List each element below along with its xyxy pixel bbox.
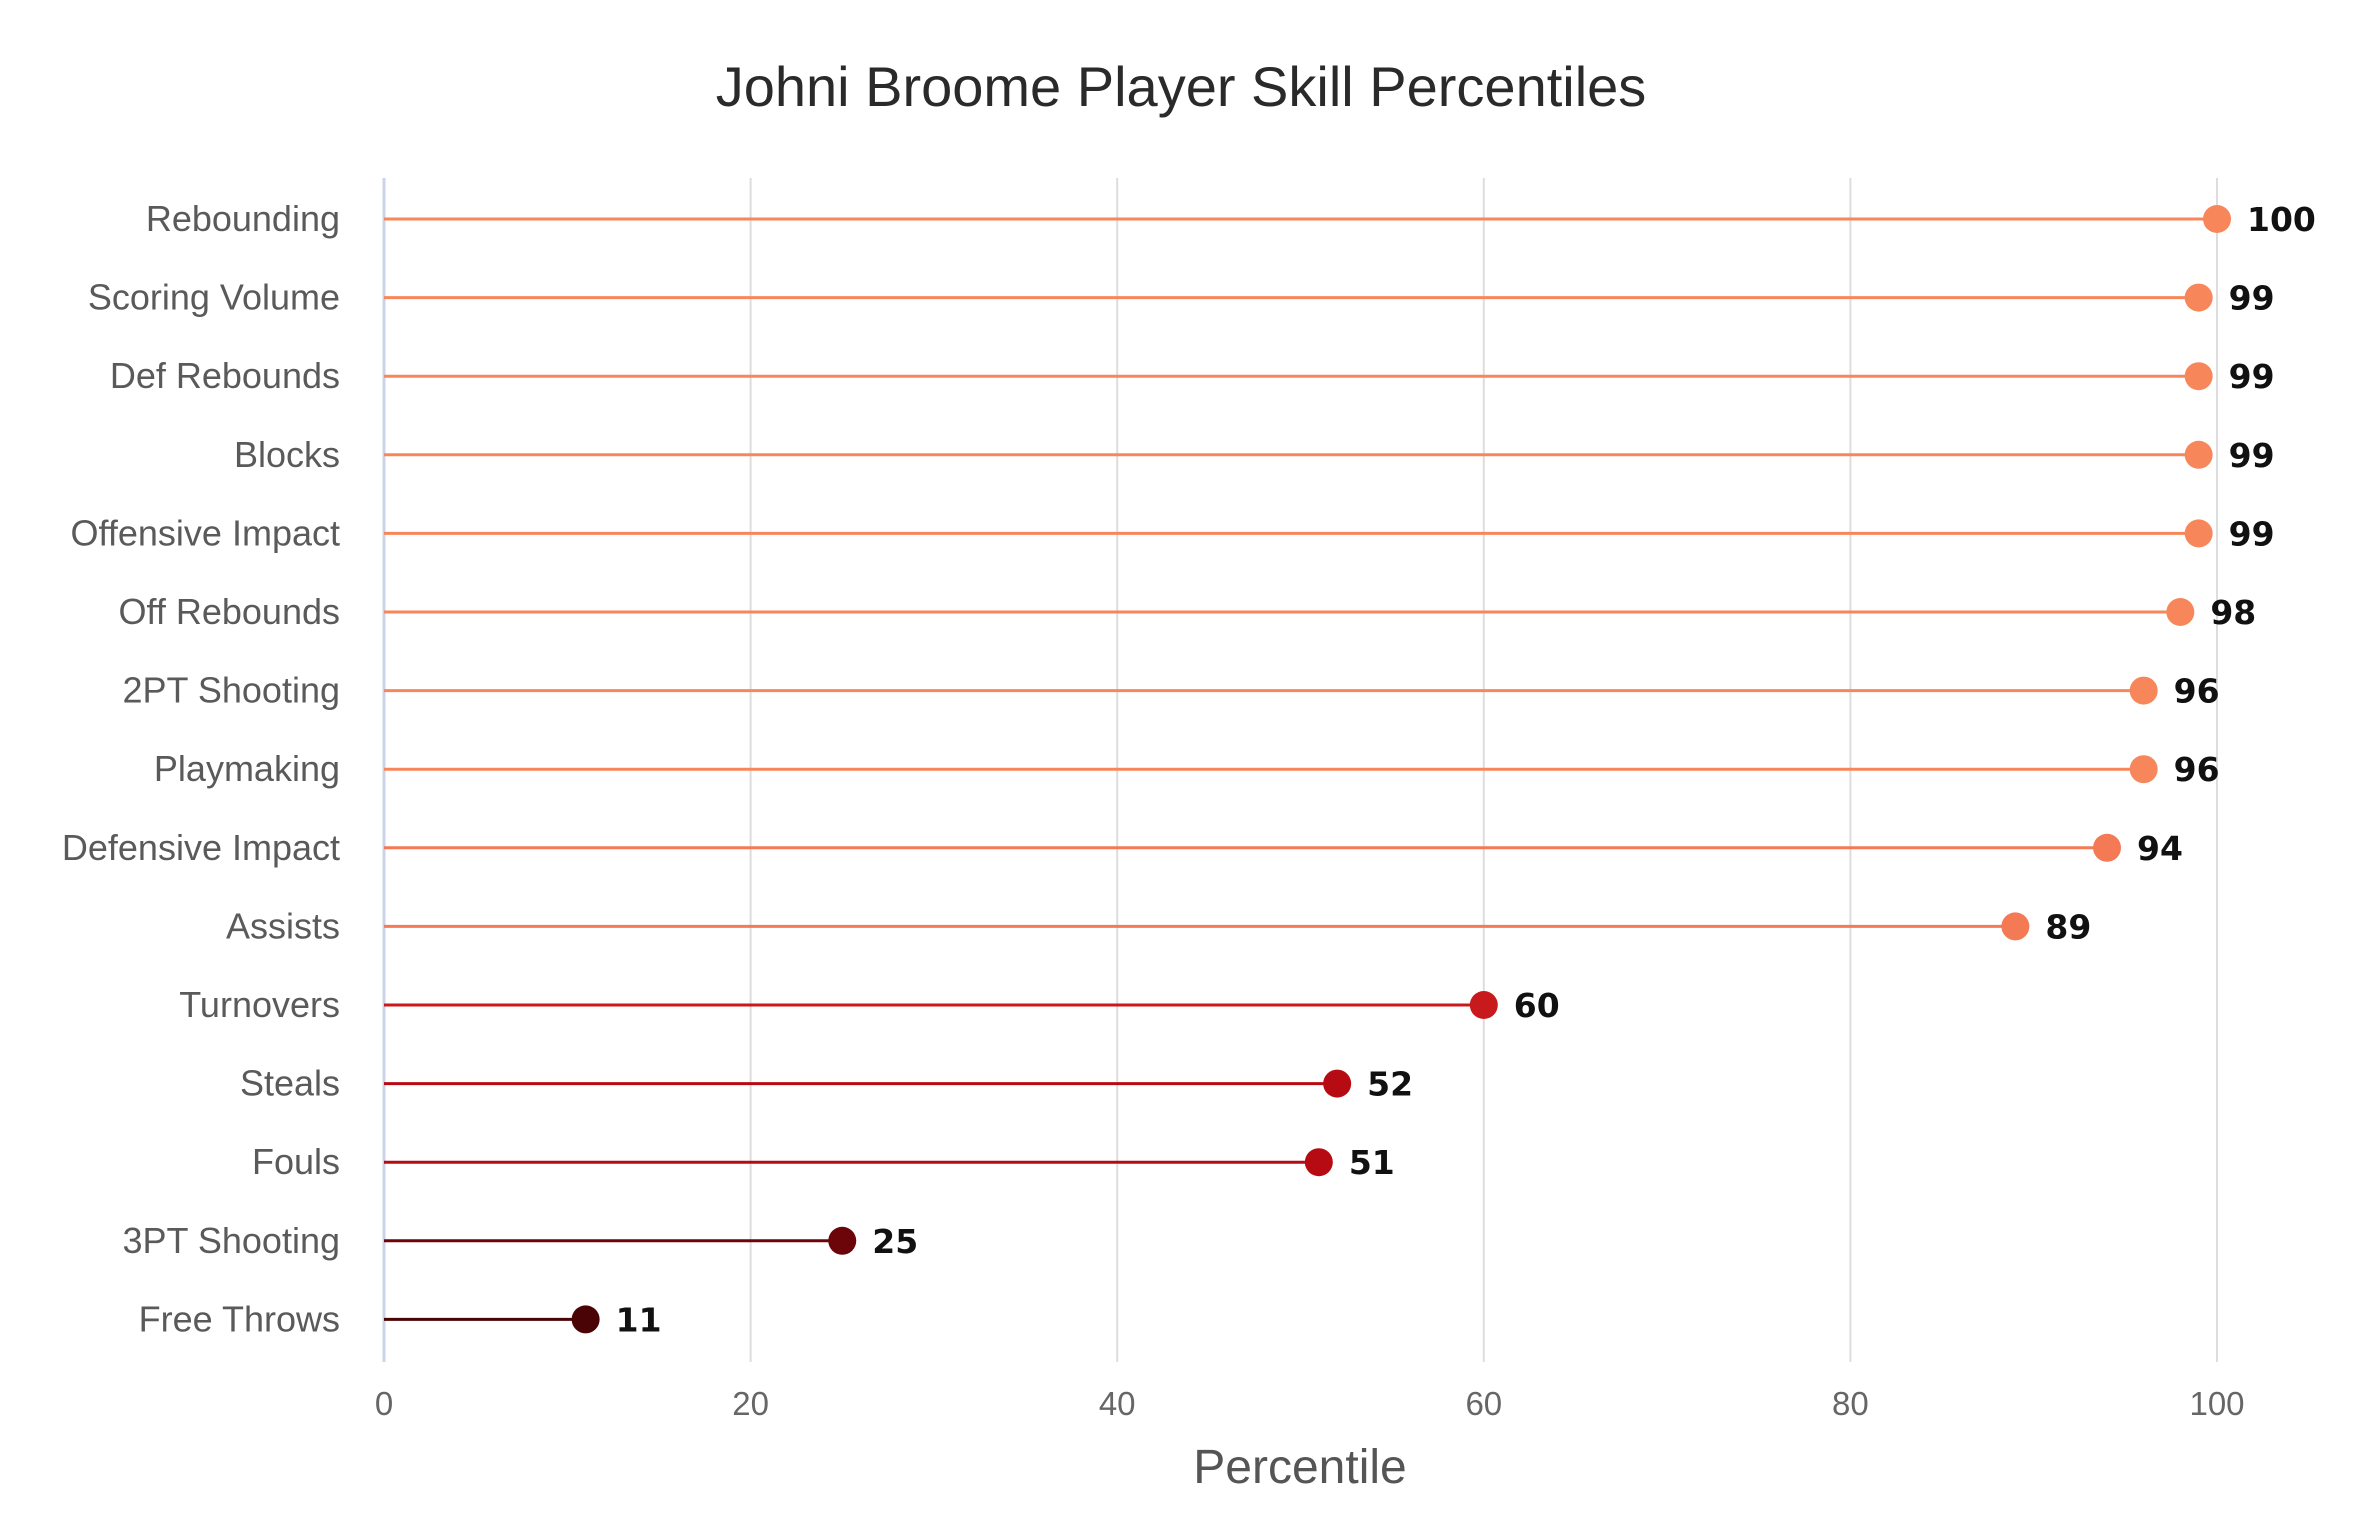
value-label: 94 — [2137, 829, 2183, 868]
category-labels: Rebounding Scoring Volume Def Rebounds Bloc… — [62, 198, 340, 1339]
category-label: Steals — [240, 1063, 340, 1104]
category-label: Def Rebounds — [110, 355, 340, 396]
x-tick-labels: 0 20 40 60 80 100 — [375, 1385, 2245, 1422]
category-label: Offensive Impact — [71, 512, 340, 553]
lollipop-dot — [2184, 519, 2213, 548]
category-label: 3PT Shooting — [123, 1220, 341, 1261]
lollipop-dot — [2001, 912, 2030, 941]
x-axis-title: Percentile — [1193, 1441, 1406, 1494]
value-label: 60 — [1514, 986, 1560, 1025]
x-tick-label: 0 — [375, 1385, 393, 1422]
x-tick-label: 20 — [732, 1385, 769, 1422]
category-label: Scoring Volume — [88, 277, 340, 318]
x-tick-label: 40 — [1099, 1385, 1136, 1422]
x-tick-label: 80 — [1832, 1385, 1869, 1422]
lollipop-dot — [2166, 598, 2195, 626]
value-label: 99 — [2229, 279, 2275, 318]
x-tick-label: 100 — [2189, 1385, 2244, 1422]
lollipop-dots — [571, 205, 2231, 1334]
lollipop-dot — [828, 1226, 857, 1255]
lollipop-dot — [2184, 283, 2213, 312]
lollipop-dot — [2184, 440, 2213, 469]
value-label: 51 — [1349, 1143, 1395, 1182]
value-label: 99 — [2229, 514, 2275, 553]
category-label: 2PT Shooting — [123, 670, 341, 711]
lollipop-dot — [2129, 755, 2158, 784]
value-label: 99 — [2229, 436, 2275, 475]
lollipop-stems — [384, 217, 2217, 1321]
category-label: Defensive Impact — [62, 827, 340, 868]
category-label: Fouls — [252, 1141, 340, 1182]
value-label: 25 — [872, 1222, 918, 1261]
lollipop-dot — [1469, 991, 1498, 1019]
x-tick-label: 60 — [1465, 1385, 1502, 1422]
lollipop-dot — [1304, 1148, 1333, 1177]
category-label: Assists — [226, 905, 340, 946]
chart-title: Johni Broome Player Skill Percentiles — [716, 55, 1647, 118]
category-label: Blocks — [234, 434, 340, 475]
lollipop-dot — [2203, 205, 2231, 233]
value-label: 100 — [2247, 200, 2316, 239]
value-label: 89 — [2045, 907, 2091, 946]
lollipop-dot — [2184, 362, 2213, 391]
value-label: 52 — [1367, 1065, 1413, 1104]
category-label: Free Throws — [139, 1298, 340, 1339]
value-label: 11 — [616, 1300, 662, 1339]
value-labels: 100 99 99 99 99 98 96 96 94 89 60 52 51 25 11 — [616, 200, 2316, 1339]
lollipop-dot — [2093, 833, 2122, 862]
category-label: Playmaking — [154, 748, 340, 789]
value-label: 99 — [2229, 357, 2275, 396]
lollipop-dot — [1323, 1069, 1352, 1098]
lollipop-dot — [2129, 676, 2158, 705]
category-label: Off Rebounds — [119, 591, 340, 632]
value-label: 98 — [2210, 593, 2256, 632]
lollipop-dot — [571, 1305, 600, 1334]
category-label: Rebounding — [146, 198, 340, 239]
value-label: 96 — [2174, 672, 2220, 711]
value-label: 96 — [2174, 750, 2220, 789]
category-label: Turnovers — [179, 984, 340, 1025]
